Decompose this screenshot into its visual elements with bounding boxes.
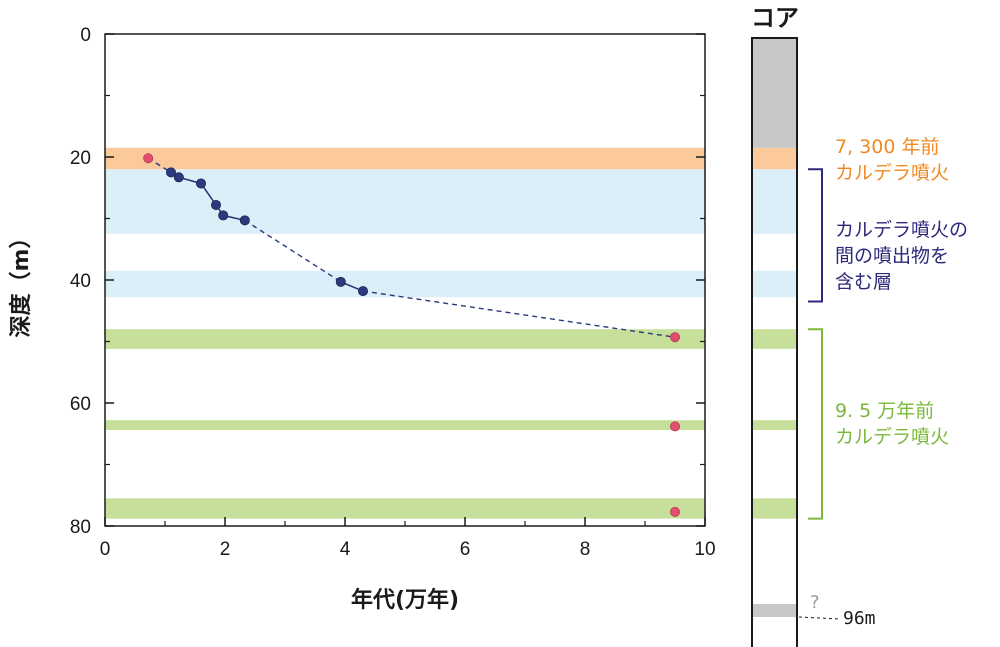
point-s0-2 bbox=[195, 178, 206, 189]
point-s1-1 bbox=[670, 332, 681, 343]
series-dashed-segment-1 bbox=[244, 219, 342, 283]
y-tick-label-1: 20 bbox=[70, 148, 91, 169]
point-s1-3 bbox=[670, 506, 681, 517]
x-tick-label-5: 10 bbox=[694, 539, 715, 560]
x-tick-label-1: 2 bbox=[220, 539, 231, 560]
band-1 bbox=[105, 169, 705, 234]
core-band-4 bbox=[752, 420, 797, 431]
band-0 bbox=[105, 147, 705, 170]
point-s0-5 bbox=[239, 215, 250, 226]
blue-annotation-line3: 含む層 bbox=[835, 271, 892, 293]
core-column bbox=[751, 37, 841, 647]
core-band-5 bbox=[752, 498, 797, 519]
green-bracket bbox=[808, 328, 823, 520]
x-tick-label-4: 8 bbox=[580, 539, 591, 560]
question-mark: ? bbox=[810, 592, 820, 613]
core-band-2 bbox=[752, 270, 797, 298]
blue-annotation-line1: カルデラ噴火の bbox=[835, 219, 968, 241]
core-gray-top bbox=[752, 38, 797, 148]
point-s0-3 bbox=[210, 199, 221, 210]
point-s0-7 bbox=[357, 286, 368, 297]
core-band-3 bbox=[752, 329, 797, 349]
y-tick-label-0: 0 bbox=[80, 25, 91, 46]
x-tick-label-2: 4 bbox=[340, 539, 351, 560]
band-3 bbox=[105, 329, 705, 349]
point-s1-2 bbox=[670, 421, 681, 432]
y-axis-label: 深度（m） bbox=[8, 227, 34, 338]
point-s1-0 bbox=[143, 153, 154, 164]
series-dashed-segment-2 bbox=[362, 290, 676, 338]
green-annotation-line1: 9. 5 万年前 bbox=[835, 400, 934, 422]
point-s0-0 bbox=[165, 167, 176, 178]
x-axis-label: 年代(万年) bbox=[351, 587, 459, 613]
chart-bands bbox=[105, 147, 705, 519]
point-s0-1 bbox=[173, 172, 184, 183]
blue-annotation-line2: 間の噴出物を bbox=[835, 245, 949, 267]
point-s0-4 bbox=[218, 210, 229, 221]
core-band-1 bbox=[752, 169, 797, 234]
x-tick-label-3: 6 bbox=[460, 539, 471, 560]
point-s0-6 bbox=[335, 276, 346, 287]
y-tick-label-2: 40 bbox=[70, 271, 91, 292]
depth-leader bbox=[798, 616, 841, 620]
band-5 bbox=[105, 498, 705, 519]
band-2 bbox=[105, 270, 705, 298]
core-depth-label: 96m bbox=[843, 608, 876, 629]
band-4 bbox=[105, 420, 705, 431]
orange-annotation-line2: カルデラ噴火 bbox=[835, 162, 949, 184]
series-points bbox=[143, 153, 681, 517]
blue-bracket bbox=[808, 168, 823, 303]
orange-annotation-line1: 7, 300 年前 bbox=[835, 136, 939, 158]
y-tick-label-4: 80 bbox=[70, 517, 91, 538]
x-tick-label-0: 0 bbox=[100, 539, 111, 560]
axis-ticks: 0 2 4 6 8 10 0 20 40 60 80 bbox=[70, 25, 716, 560]
core-gray-bottom bbox=[752, 604, 797, 617]
core-title: コア bbox=[751, 4, 799, 32]
core-outline bbox=[751, 37, 798, 647]
y-tick-label-3: 60 bbox=[70, 394, 91, 415]
green-annotation-line2: カルデラ噴火 bbox=[835, 426, 949, 448]
core-band-0 bbox=[752, 147, 797, 170]
